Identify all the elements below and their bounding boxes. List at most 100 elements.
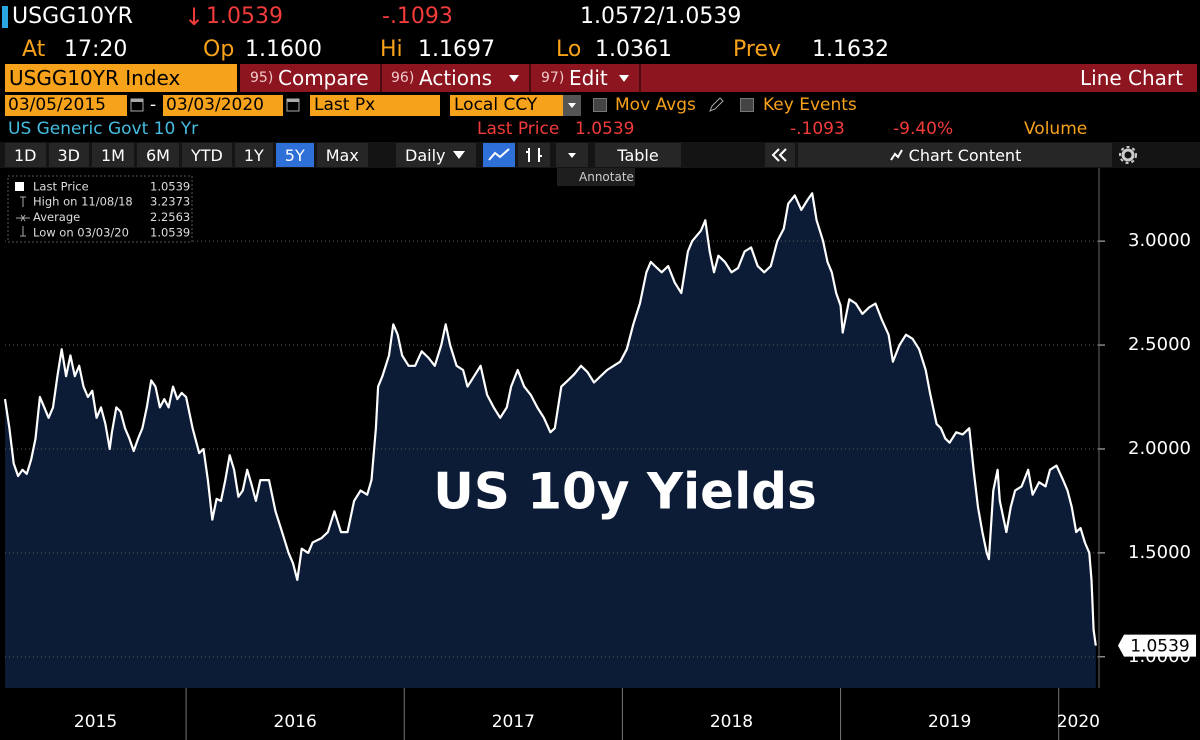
annotation: US 10y Yields <box>433 463 817 521</box>
price-line <box>3 192 1097 646</box>
legend-value: 1.0539 <box>150 180 190 194</box>
range-button[interactable]: 1Y <box>234 143 273 167</box>
y-tick-label: 2.5000 <box>1128 334 1191 355</box>
currency: Local CCY <box>454 95 538 115</box>
menu-button[interactable]: 95) Compare <box>244 64 382 92</box>
legend-label: Average <box>33 210 80 224</box>
checkbox[interactable] <box>593 98 607 112</box>
dropdown-arrow <box>453 151 466 159</box>
range-button[interactable]: 1M <box>92 143 134 167</box>
date-separator: - <box>150 95 157 115</box>
x-tick-label: 2015 <box>74 712 117 732</box>
calendar-icon[interactable] <box>130 97 144 113</box>
last-price: 1.0539 <box>206 4 283 29</box>
volume-label: Volume <box>1024 119 1088 139</box>
menu-button[interactable]: 96) Actions <box>385 64 531 92</box>
last-label: Last Price <box>477 119 560 139</box>
calendar-icon[interactable] <box>286 97 300 113</box>
chart-icon <box>889 149 903 161</box>
focus-marker <box>2 6 8 28</box>
table-label: Table <box>617 145 659 165</box>
pct-change: -9.40% <box>893 119 954 139</box>
quote-label: Hi <box>380 37 403 62</box>
x-tick-label: 2017 <box>492 712 535 732</box>
settings-button[interactable] <box>1115 143 1141 167</box>
arrow <box>509 75 519 82</box>
chart-kind[interactable]: Line Chart <box>1080 66 1183 90</box>
menu-key: 97) <box>541 70 565 86</box>
range-button[interactable]: 1D <box>5 143 46 167</box>
change-value: -.1093 <box>790 119 845 139</box>
bid-ask: 1.0572/1.0539 <box>580 4 742 29</box>
option-label: Key Events <box>763 95 857 115</box>
start-date-box[interactable]: 03/05/2015 <box>5 95 127 116</box>
range-button[interactable]: 5Y <box>275 143 314 167</box>
legend-label: Last Price <box>33 180 89 194</box>
menu-label: Compare <box>278 66 369 90</box>
legend-value: 1.0539 <box>150 226 190 240</box>
legend-swatch <box>15 182 24 191</box>
menu-bar: Line Chart <box>240 64 1197 92</box>
chart-content-button[interactable]: Chart Content <box>798 143 1112 167</box>
quote-label: Lo <box>556 37 582 62</box>
range-button[interactable]: 3D <box>48 143 89 167</box>
dropdown[interactable] <box>563 95 581 116</box>
arrow <box>619 75 629 82</box>
bar-style-button[interactable] <box>518 143 550 167</box>
range-button[interactable]: 6M <box>136 143 179 167</box>
security-box[interactable]: USGG10YR Index <box>5 64 237 92</box>
annotate-label: Annotate <box>579 170 634 184</box>
legend-icon <box>16 214 30 222</box>
direction: ↓ <box>184 3 205 31</box>
x-tick-label: 2019 <box>928 712 971 732</box>
pencil-icon[interactable] <box>707 96 725 114</box>
periodicity-label: Daily <box>405 145 446 165</box>
quote-value: 1.1697 <box>418 37 495 62</box>
range-button[interactable]: Max <box>316 143 368 167</box>
checkbox[interactable] <box>740 98 754 112</box>
field: Last Px <box>314 95 376 115</box>
axis-band <box>0 688 1200 740</box>
legend: Last Price 1.0539 High on 11/08/18 3.2373 Av… <box>7 175 193 243</box>
legend-frame <box>7 175 193 243</box>
periodicity[interactable]: Daily <box>396 143 476 167</box>
quote-value: 17:20 <box>64 37 128 62</box>
y-tick-label: 2.0000 <box>1128 438 1191 459</box>
dropdown-arrow <box>619 75 629 82</box>
menu-key: 96) <box>391 70 415 86</box>
collapse-button[interactable] <box>765 143 795 167</box>
chart-content-label: Chart Content <box>908 145 1022 165</box>
legend-value: 3.2373 <box>150 195 190 209</box>
range-buttons: 1D 3D 1M 6M YTD 1Y 5Y Max <box>5 143 371 167</box>
net-change: -.1093 <box>382 4 453 29</box>
annotate-button[interactable]: Annotate <box>557 168 635 186</box>
area <box>5 193 1096 689</box>
price-tag <box>1118 634 1196 657</box>
menu-button[interactable]: 97) Edit <box>535 64 641 92</box>
x-tick-label: 2016 <box>274 712 317 732</box>
more-dropdown[interactable] <box>556 143 588 167</box>
quote-label: At <box>22 37 46 62</box>
x-tick-label: 2018 <box>710 712 753 732</box>
quote-label: Prev <box>733 37 781 62</box>
dropdown-arrow <box>509 75 519 82</box>
menu-label: Actions <box>419 66 493 90</box>
end-date-box[interactable]: 03/03/2020 <box>163 95 283 116</box>
legend-label: Low on 03/03/20 <box>33 226 129 240</box>
end-date: 03/03/2020 <box>166 95 264 115</box>
field-box[interactable]: Last Px <box>310 95 440 116</box>
quote-label: Op <box>203 37 235 62</box>
range-button[interactable]: YTD <box>181 143 232 167</box>
currency-box[interactable]: Local CCY <box>450 95 563 116</box>
y-tick-label: 3.0000 <box>1128 230 1191 251</box>
chart: 1.00001.50002.00002.50003.00002015201620… <box>0 168 1200 740</box>
legend-label: High on 11/08/18 <box>33 195 133 209</box>
table-button[interactable]: Table <box>595 143 681 167</box>
quote-value: 1.0361 <box>595 37 672 62</box>
quote-value: 1.1632 <box>812 37 889 62</box>
ticker: USGG10YR <box>12 4 133 29</box>
menu-label: Edit <box>569 66 608 90</box>
start-date: 03/05/2015 <box>8 95 106 115</box>
line-style-button[interactable] <box>483 143 515 167</box>
